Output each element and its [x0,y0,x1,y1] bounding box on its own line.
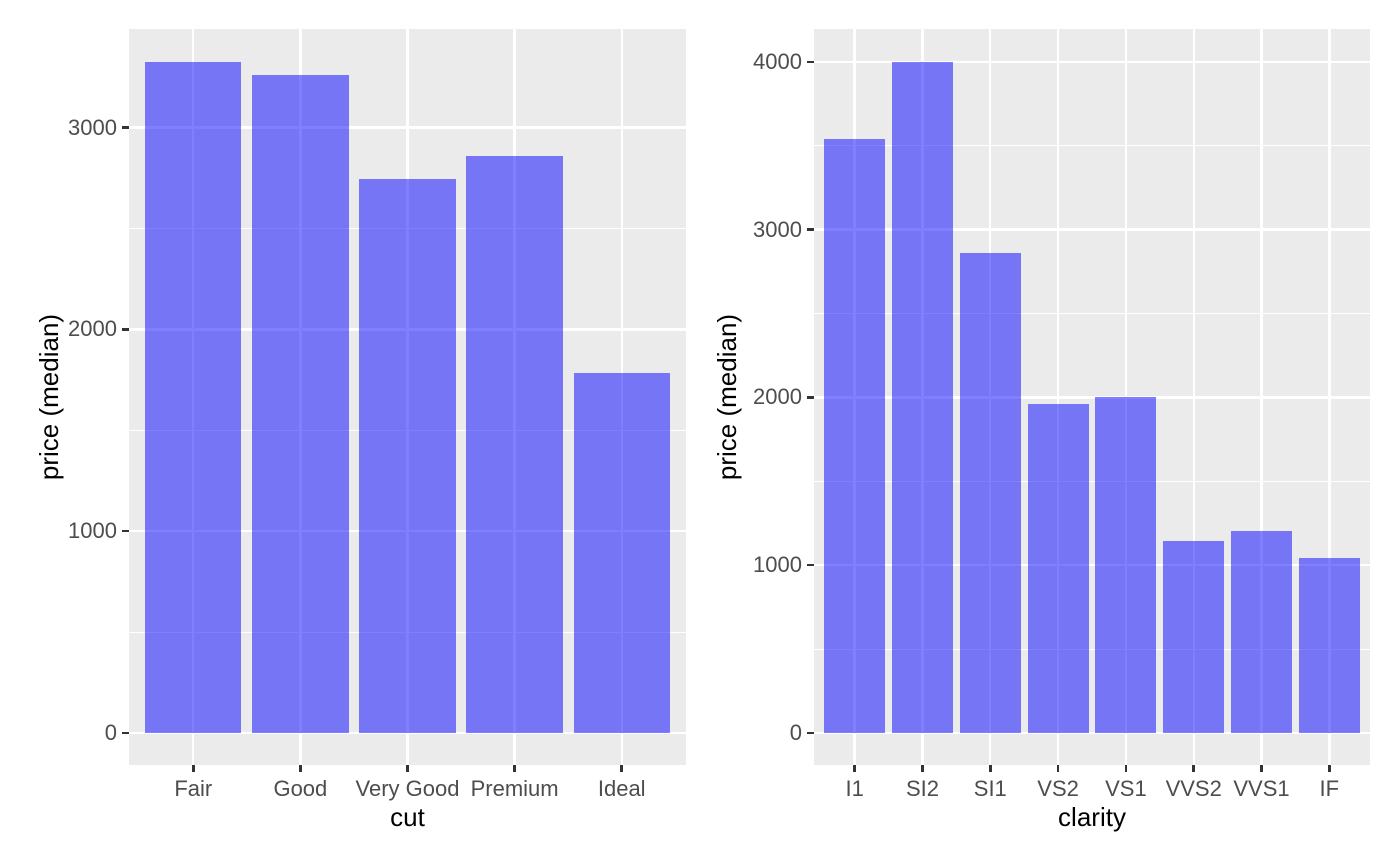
bar-vs1 [1095,397,1157,733]
y-tick-label: 2000 [753,384,802,410]
y-tick-mark [122,731,129,735]
y-tick-mark [122,529,129,533]
x-tick-mark [1124,765,1128,772]
y-tick-label: 3000 [68,114,117,140]
y-tick-mark [807,731,814,735]
major-gridline-vertical [1056,29,1060,765]
bar-premium [466,155,563,733]
major-gridline-vertical [1260,29,1263,765]
x-tick-label: VVS1 [1233,776,1290,801]
x-tick-label: Ideal [597,776,646,801]
x-tick-label: SI1 [973,776,1007,801]
bar-if [1298,558,1360,733]
major-gridline-vertical [1192,29,1195,765]
major-gridline-vertical [1328,29,1331,765]
bar-fair [145,62,242,733]
minor-gridline [814,480,1370,482]
x-tick-mark [921,765,924,772]
y-tick-mark [807,228,814,231]
bar-si1 [959,253,1021,733]
bar-very-good [359,179,456,733]
y-tick-label: 0 [104,720,117,745]
x-tick-mark [1192,765,1195,772]
x-tick-mark [406,765,409,772]
major-gridline [814,731,1370,735]
y-tick-mark [807,60,814,64]
y-tick-mark [807,396,814,399]
y-tick-label: 2000 [68,316,117,342]
y-tick-mark [122,328,129,331]
major-gridline [814,228,1370,231]
x-tick-mark [192,765,195,772]
x-tick-mark [513,765,516,772]
x-tick-mark [853,765,856,772]
x-tick-mark [1328,765,1331,772]
x-tick-label: Good [273,776,328,801]
major-gridline [814,396,1370,399]
x-tick-mark [1056,765,1060,772]
x-tick-label: Premium [470,776,559,801]
y-tick-mark [122,126,129,129]
x-tick-label: Fair [174,776,213,801]
y-tick-label: 3000 [753,216,802,242]
y-tick-label: 4000 [753,48,802,74]
x-tick-label: SI2 [905,776,939,801]
x-axis-title: clarity [1058,802,1126,832]
minor-gridline [814,312,1370,315]
y-tick-label: 1000 [68,518,117,544]
x-tick-label: VS1 [1105,776,1147,801]
y-tick-label: 1000 [753,552,802,578]
x-tick-label: VS2 [1037,776,1079,801]
x-tick-label: Very Good [355,776,460,801]
x-tick-label: I1 [845,776,864,801]
x-tick-label: VVS2 [1165,776,1222,801]
bar-vs2 [1027,404,1089,733]
x-tick-mark [989,765,992,772]
x-tick-label: IF [1319,776,1340,801]
bar-vvs1 [1231,530,1293,733]
x-tick-mark [1260,765,1263,772]
bar-ideal [573,372,670,733]
plot-panel [814,29,1370,765]
y-tick-label: 0 [789,720,802,745]
x-tick-mark [620,765,623,772]
minor-gridline [814,145,1370,147]
x-axis-title: cut [390,802,425,832]
bar-good [252,75,349,733]
bar-vvs2 [1163,540,1225,733]
bar-si2 [891,61,953,733]
major-gridline-vertical [1124,29,1128,765]
bar-i1 [824,138,886,733]
x-tick-mark [299,765,302,772]
major-gridline [814,564,1370,567]
minor-gridline [814,648,1370,650]
major-gridline [814,60,1370,63]
plot-panel [129,29,686,765]
y-tick-mark [807,563,814,567]
